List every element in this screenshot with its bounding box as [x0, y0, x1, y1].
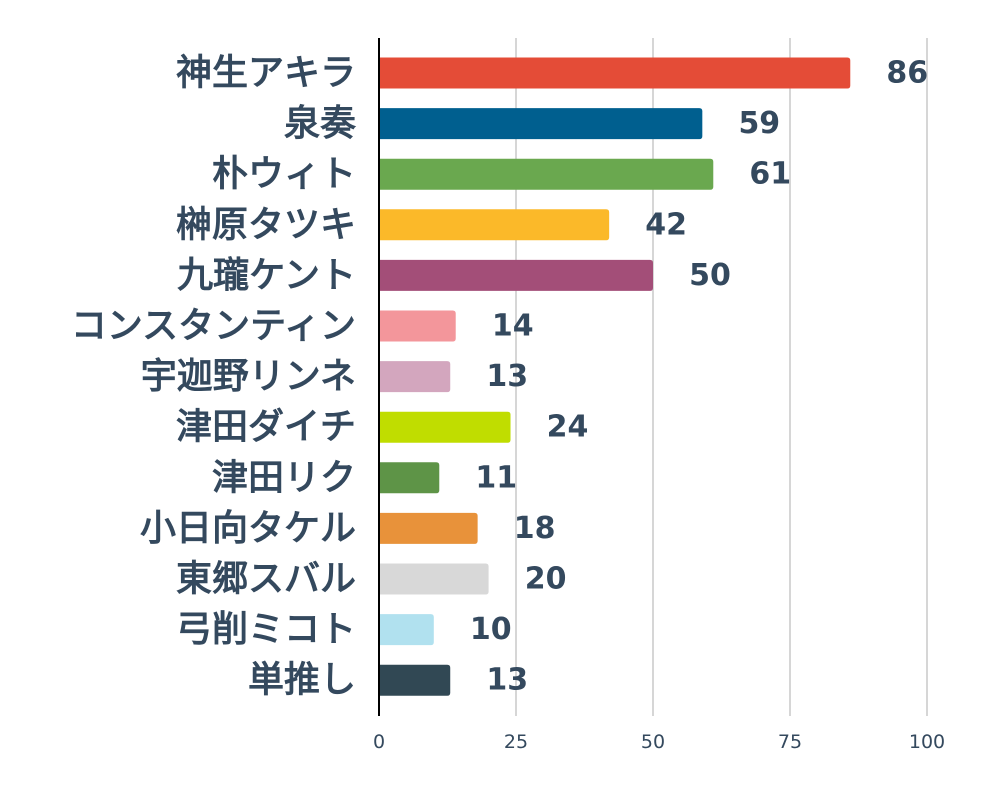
- gridlines: [515, 38, 928, 716]
- value-label: 14: [492, 309, 534, 344]
- category-labels: 神生アキラ泉奏朴ウィト榊原タツキ九瓏ケントコンスタンティン宇迦野リンネ津田ダイチ…: [71, 53, 357, 701]
- bar: [379, 310, 456, 342]
- bar: [379, 259, 653, 291]
- value-label: 10: [470, 612, 512, 647]
- value-label: 59: [738, 106, 780, 141]
- bars: [379, 57, 851, 696]
- bar: [379, 664, 451, 696]
- x-tick-label: 100: [909, 731, 945, 753]
- category-label: 小日向タケル: [140, 508, 356, 549]
- category-label: 朴ウィト: [212, 154, 356, 195]
- category-label: 宇迦野リンネ: [141, 356, 356, 397]
- category-label: 津田ダイチ: [176, 407, 356, 448]
- x-tick-label: 25: [504, 731, 528, 753]
- bar: [379, 563, 489, 595]
- category-label: 単推し: [248, 660, 356, 701]
- category-label: 九瓏ケント: [177, 255, 356, 296]
- bar: [379, 462, 440, 494]
- value-label: 11: [475, 460, 517, 495]
- bar: [379, 158, 714, 190]
- value-label: 13: [486, 663, 528, 698]
- x-tick-label: 50: [641, 731, 665, 753]
- category-label: 津田リク: [212, 457, 356, 498]
- value-label: 24: [547, 410, 589, 445]
- x-tick-label: 75: [778, 731, 802, 753]
- value-label: 42: [645, 207, 687, 242]
- bar: [379, 361, 451, 393]
- x-axis-tick-labels: 0 25 50 75 100: [373, 731, 945, 753]
- category-label: 弓削ミコト: [176, 609, 356, 650]
- bar: [379, 411, 511, 443]
- category-label: 東郷スバル: [176, 559, 356, 600]
- bar: [379, 512, 478, 544]
- bar: [379, 57, 851, 89]
- bar: [379, 614, 434, 646]
- value-label: 13: [486, 359, 528, 394]
- category-label: コンスタンティン: [71, 306, 356, 347]
- category-label: 神生アキラ: [176, 53, 356, 94]
- category-label: 榊原タツキ: [176, 204, 356, 245]
- bar: [379, 108, 703, 140]
- value-label: 20: [525, 562, 567, 597]
- category-label: 泉奏: [284, 103, 357, 144]
- value-label: 86: [886, 56, 928, 91]
- bar: [379, 209, 610, 241]
- x-tick-label: 0: [373, 731, 385, 753]
- value-label: 18: [514, 511, 556, 546]
- value-label: 50: [689, 258, 731, 293]
- value-label: 61: [749, 157, 791, 192]
